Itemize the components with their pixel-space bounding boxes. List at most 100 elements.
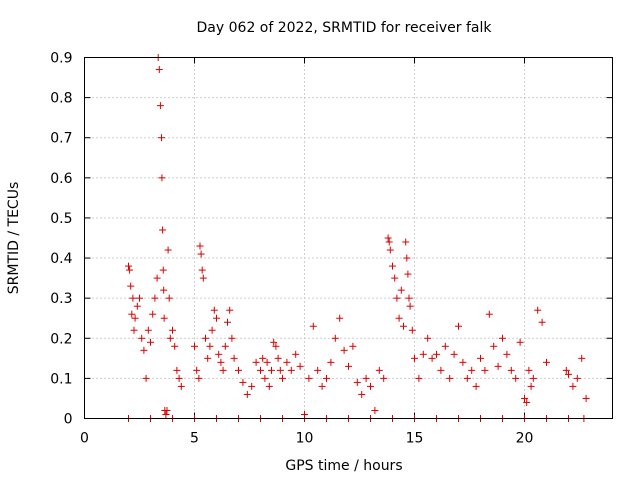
data-point <box>529 374 537 382</box>
data-point <box>521 394 528 402</box>
data-point <box>193 366 201 374</box>
data-point <box>375 366 383 374</box>
data-point <box>507 366 515 374</box>
data-point <box>516 338 524 346</box>
data-point <box>468 366 476 374</box>
data-point <box>323 374 330 382</box>
data-point <box>446 374 454 382</box>
data-point <box>331 334 339 342</box>
data-point <box>263 358 271 366</box>
data-point <box>450 350 458 358</box>
data-point <box>235 366 242 374</box>
data-point <box>257 366 264 374</box>
data-point <box>160 314 168 322</box>
x-axis-label: GPS time / hours <box>285 458 402 474</box>
data-point <box>125 262 132 270</box>
data-point <box>259 354 267 362</box>
data-point <box>149 310 157 318</box>
data-point <box>340 346 348 354</box>
data-point <box>400 322 407 330</box>
data-point <box>287 366 295 374</box>
data-point <box>160 286 168 294</box>
data-point <box>490 342 498 350</box>
data-point <box>166 334 174 342</box>
data-point <box>327 358 335 366</box>
data-point <box>578 354 586 362</box>
y-tick-label: 0.7 <box>50 131 72 147</box>
data-point <box>283 358 291 366</box>
data-point <box>144 326 152 334</box>
data-point <box>164 246 172 254</box>
x-tick-label: 20 <box>516 431 534 447</box>
data-point <box>129 294 137 302</box>
data-point <box>126 266 134 274</box>
data-point <box>349 342 357 350</box>
data-point <box>380 374 388 382</box>
data-point <box>395 314 403 322</box>
data-point <box>384 234 392 242</box>
data-point <box>204 354 212 362</box>
data-point <box>171 342 179 350</box>
data-point <box>386 246 394 254</box>
data-point <box>261 374 269 382</box>
data-point <box>403 254 411 262</box>
data-point <box>175 374 183 382</box>
data-point <box>573 374 581 382</box>
data-point <box>224 318 231 326</box>
data-point <box>151 294 159 302</box>
data-point <box>162 410 170 418</box>
data-point <box>219 366 227 374</box>
data-point <box>128 310 136 318</box>
data-point <box>217 358 225 366</box>
data-point <box>371 406 379 414</box>
y-tick-label: 0.3 <box>50 291 72 307</box>
data-point <box>415 374 423 382</box>
data-point <box>173 366 181 374</box>
data-point <box>437 366 445 374</box>
data-point <box>512 374 520 382</box>
y-tick-label: 0.1 <box>50 371 72 387</box>
data-point <box>565 370 572 378</box>
data-point <box>127 282 135 290</box>
data-point <box>408 326 416 334</box>
data-point <box>158 174 166 182</box>
data-point <box>459 358 467 366</box>
data-point <box>140 346 148 354</box>
data-point <box>265 382 273 390</box>
data-point <box>385 238 393 246</box>
y-tick-label: 0.4 <box>50 251 72 267</box>
data-point <box>433 350 440 358</box>
data-point <box>441 342 449 350</box>
data-point <box>155 66 163 74</box>
data-point <box>428 354 436 362</box>
data-point <box>165 294 173 302</box>
data-point <box>402 238 410 246</box>
data-point <box>527 382 535 390</box>
data-point <box>210 306 218 314</box>
data-point <box>272 342 280 350</box>
data-point <box>198 266 206 274</box>
data-point <box>503 350 511 358</box>
data-point <box>305 374 313 382</box>
data-point <box>405 294 413 302</box>
data-point <box>208 326 216 334</box>
data-point <box>270 338 278 346</box>
x-tick-label: 15 <box>406 431 424 447</box>
data-point <box>393 294 401 302</box>
data-point <box>147 338 154 346</box>
data-point <box>276 366 284 374</box>
data-point <box>318 382 326 390</box>
data-point <box>296 362 304 370</box>
y-tick-label: 0.9 <box>50 51 72 67</box>
data-point <box>252 358 260 366</box>
data-point <box>221 342 229 350</box>
data-point <box>485 310 493 318</box>
data-point <box>481 366 489 374</box>
data-point <box>389 262 396 270</box>
data-point <box>226 306 234 314</box>
data-point <box>582 394 590 402</box>
data-point <box>345 362 352 370</box>
data-point <box>406 302 414 310</box>
data-point <box>131 314 139 322</box>
data-point <box>206 342 214 350</box>
